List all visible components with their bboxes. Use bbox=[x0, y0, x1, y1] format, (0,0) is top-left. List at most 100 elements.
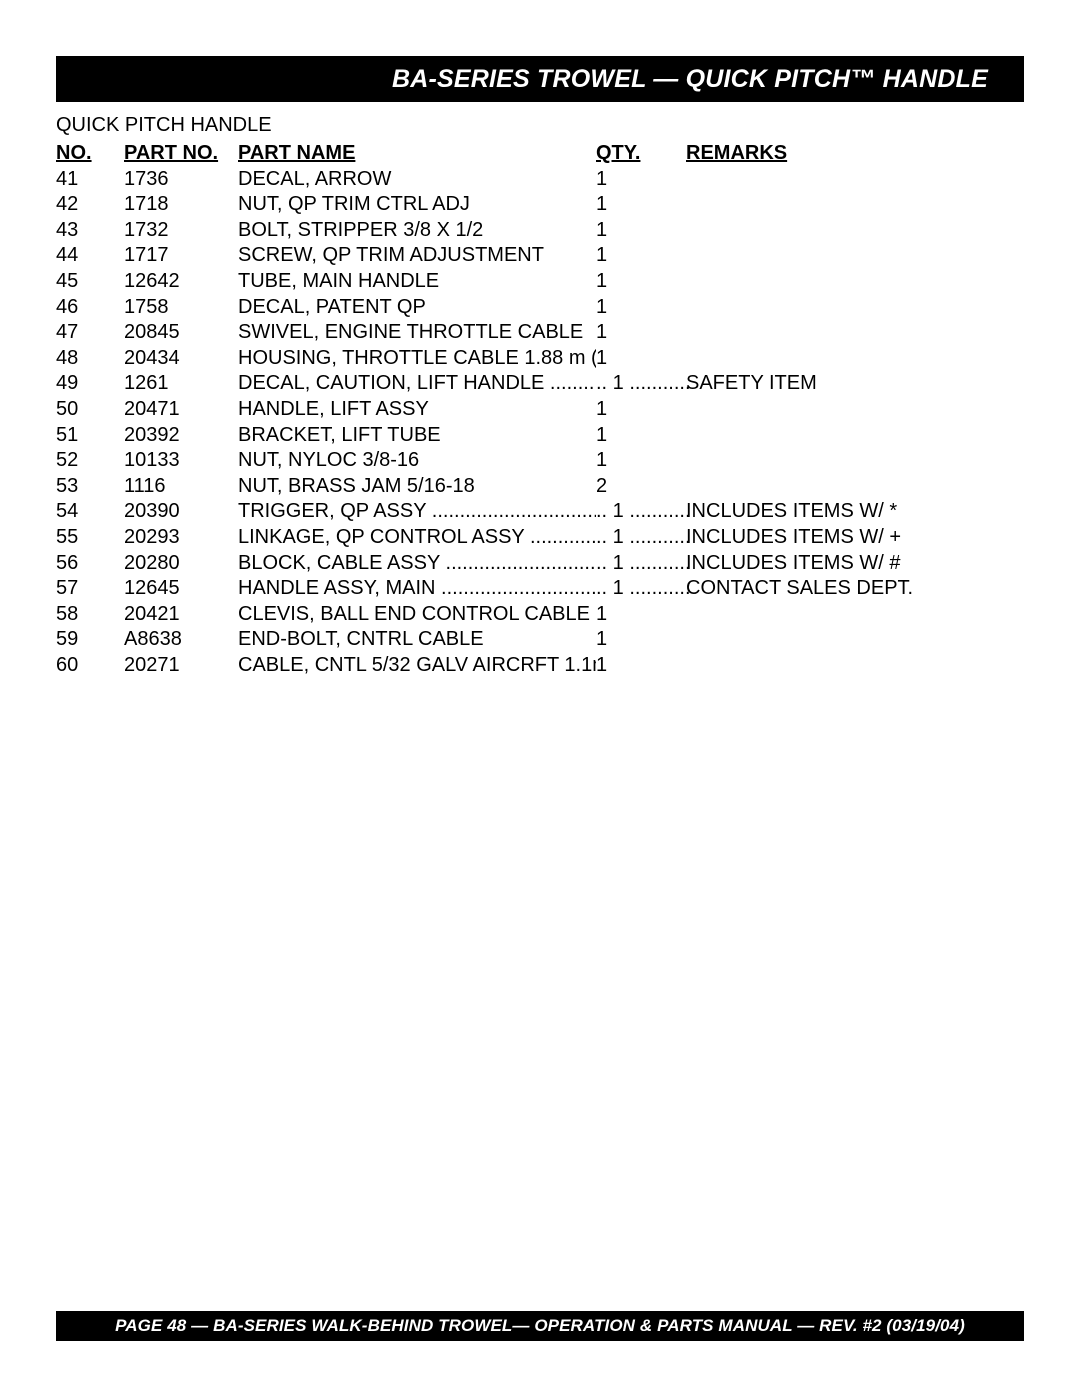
cell-qty: 1 bbox=[596, 295, 686, 321]
table-body: 411736DECAL, ARROW1421718NUT, QP TRIM CT… bbox=[56, 167, 1024, 679]
cell-part-no: 1732 bbox=[124, 218, 238, 244]
cell-part-name: NUT, QP TRIM CTRL ADJ bbox=[238, 192, 596, 218]
cell-no: 42 bbox=[56, 192, 124, 218]
cell-part-name: LINKAGE, QP CONTROL ASSY ...............… bbox=[238, 525, 596, 551]
cell-qty: .. 1 ...................................… bbox=[596, 371, 686, 397]
cell-part-name: DECAL, ARROW bbox=[238, 167, 596, 193]
cell-qty: .. 1 ...................................… bbox=[596, 525, 686, 551]
cell-part-no: 20293 bbox=[124, 525, 238, 551]
cell-no: 56 bbox=[56, 551, 124, 577]
cell-part-name: HOUSING, THROTTLE CABLE 1.88 m (74") bbox=[238, 346, 596, 372]
cell-no: 59 bbox=[56, 627, 124, 653]
leader-dots: ........................................… bbox=[629, 525, 689, 551]
cell-qty: .. 1 ...................................… bbox=[596, 551, 686, 577]
table-row: 441717SCREW, QP TRIM ADJUSTMENT1 bbox=[56, 243, 1024, 269]
part-name-text: DECAL, CAUTION, LIFT HANDLE bbox=[238, 372, 550, 394]
cell-part-no: 20390 bbox=[124, 499, 238, 525]
part-name-text: NUT, NYLOC 3/8-16 bbox=[238, 449, 419, 471]
cell-no: 46 bbox=[56, 295, 124, 321]
cell-remarks bbox=[686, 218, 1024, 244]
table-header-row: NO. PART NO. PART NAME QTY. REMARKS bbox=[56, 141, 1024, 167]
cell-no: 47 bbox=[56, 320, 124, 346]
leader-dots: ........................................… bbox=[629, 371, 689, 397]
cell-no: 55 bbox=[56, 525, 124, 551]
cell-qty: 1 bbox=[596, 653, 686, 679]
cell-part-no: 10133 bbox=[124, 448, 238, 474]
cell-qty: 1 bbox=[596, 397, 686, 423]
table-row: 6020271CABLE, CNTL 5/32 GALV AIRCRFT 1.1… bbox=[56, 653, 1024, 679]
part-name-text: SWIVEL, ENGINE THROTTLE CABLE bbox=[238, 321, 583, 343]
cell-part-no: 1116 bbox=[124, 474, 238, 500]
cell-no: 49 bbox=[56, 371, 124, 397]
cell-part-name: SCREW, QP TRIM ADJUSTMENT bbox=[238, 243, 596, 269]
cell-qty: .. 1 ...................................… bbox=[596, 576, 686, 602]
cell-remarks bbox=[686, 295, 1024, 321]
cell-part-no: 20845 bbox=[124, 320, 238, 346]
table-row: 5620280BLOCK, CABLE ASSY ...............… bbox=[56, 551, 1024, 577]
part-name-text: HANDLE ASSY, MAIN bbox=[238, 577, 441, 599]
cell-remarks bbox=[686, 653, 1024, 679]
qty-text: 1 bbox=[607, 500, 629, 522]
part-name-text: DECAL, PATENT QP bbox=[238, 296, 426, 318]
qty-text: 1 bbox=[607, 577, 629, 599]
cell-part-no: 20421 bbox=[124, 602, 238, 628]
cell-qty: 1 bbox=[596, 423, 686, 449]
table-row: 4820434HOUSING, THROTTLE CABLE 1.88 m (7… bbox=[56, 346, 1024, 372]
cell-part-name: BRACKET, LIFT TUBE bbox=[238, 423, 596, 449]
leader-dots: ........................................… bbox=[629, 551, 689, 577]
cell-remarks bbox=[686, 602, 1024, 628]
table-row: 4720845SWIVEL, ENGINE THROTTLE CABLE1 bbox=[56, 320, 1024, 346]
header-part-no: PART NO. bbox=[124, 141, 238, 167]
parts-table: NO. PART NO. PART NAME QTY. REMARKS 4117… bbox=[56, 141, 1024, 678]
cell-remarks: CONTACT SALES DEPT. bbox=[686, 576, 1024, 602]
header-part-name: PART NAME bbox=[238, 141, 596, 167]
leader-dots: ........................................… bbox=[629, 576, 689, 602]
cell-remarks bbox=[686, 167, 1024, 193]
table-row: 5420390TRIGGER, QP ASSY ................… bbox=[56, 499, 1024, 525]
cell-part-name: BLOCK, CABLE ASSY ......................… bbox=[238, 551, 596, 577]
cell-part-no: 1717 bbox=[124, 243, 238, 269]
cell-qty: 2 bbox=[596, 474, 686, 500]
cell-part-name: CABLE, CNTL 5/32 GALV AIRCRFT 1.1m (43.1… bbox=[238, 653, 596, 679]
leader-dots: ........................................… bbox=[550, 371, 596, 397]
cell-part-no: 1736 bbox=[124, 167, 238, 193]
part-name-text: CLEVIS, BALL END CONTROL CABLE bbox=[238, 603, 590, 625]
cell-no: 50 bbox=[56, 397, 124, 423]
table-row: 431732BOLT, STRIPPER 3/8 X 1/21 bbox=[56, 218, 1024, 244]
leader-dots: ........................................… bbox=[530, 525, 596, 551]
leader-dots: .. bbox=[596, 552, 607, 574]
footer-bar: PAGE 48 — BA-SERIES WALK-BEHIND TROWEL— … bbox=[56, 1311, 1024, 1341]
cell-no: 53 bbox=[56, 474, 124, 500]
cell-qty: 1 bbox=[596, 627, 686, 653]
title-bar: BA-SERIES TROWEL — QUICK PITCH™ HANDLE bbox=[56, 56, 1024, 102]
header-qty: QTY. bbox=[596, 141, 686, 167]
cell-remarks: INCLUDES ITEMS W/ * bbox=[686, 499, 1024, 525]
cell-no: 52 bbox=[56, 448, 124, 474]
table-row: 411736DECAL, ARROW1 bbox=[56, 167, 1024, 193]
table-row: 5712645HANDLE ASSY, MAIN ...............… bbox=[56, 576, 1024, 602]
part-name-text: NUT, QP TRIM CTRL ADJ bbox=[238, 193, 470, 215]
cell-qty: 1 bbox=[596, 448, 686, 474]
table-row: 531116NUT, BRASS JAM 5/16-182 bbox=[56, 474, 1024, 500]
cell-part-name: BOLT, STRIPPER 3/8 X 1/2 bbox=[238, 218, 596, 244]
cell-part-name: DECAL, CAUTION, LIFT HANDLE ............… bbox=[238, 371, 596, 397]
cell-qty: .. 1 ...................................… bbox=[596, 499, 686, 525]
cell-qty: 1 bbox=[596, 243, 686, 269]
cell-part-no: 1758 bbox=[124, 295, 238, 321]
part-name-text: HOUSING, THROTTLE CABLE 1.88 m (74") bbox=[238, 347, 596, 369]
part-name-text: CABLE, CNTL 5/32 GALV AIRCRFT 1.1m (43.1… bbox=[238, 654, 596, 676]
cell-part-no: 20471 bbox=[124, 397, 238, 423]
header-remarks: REMARKS bbox=[686, 141, 1024, 167]
part-name-text: TRIGGER, QP ASSY bbox=[238, 500, 432, 522]
cell-part-name: SWIVEL, ENGINE THROTTLE CABLE bbox=[238, 320, 596, 346]
cell-no: 41 bbox=[56, 167, 124, 193]
table-row: 421718NUT, QP TRIM CTRL ADJ1 bbox=[56, 192, 1024, 218]
cell-qty: 1 bbox=[596, 269, 686, 295]
cell-remarks: INCLUDES ITEMS W/ + bbox=[686, 525, 1024, 551]
table-row: 5020471HANDLE, LIFT ASSY1 bbox=[56, 397, 1024, 423]
cell-part-name: NUT, NYLOC 3/8-16 bbox=[238, 448, 596, 474]
cell-qty: 1 bbox=[596, 218, 686, 244]
cell-no: 45 bbox=[56, 269, 124, 295]
cell-qty: 1 bbox=[596, 602, 686, 628]
cell-no: 48 bbox=[56, 346, 124, 372]
